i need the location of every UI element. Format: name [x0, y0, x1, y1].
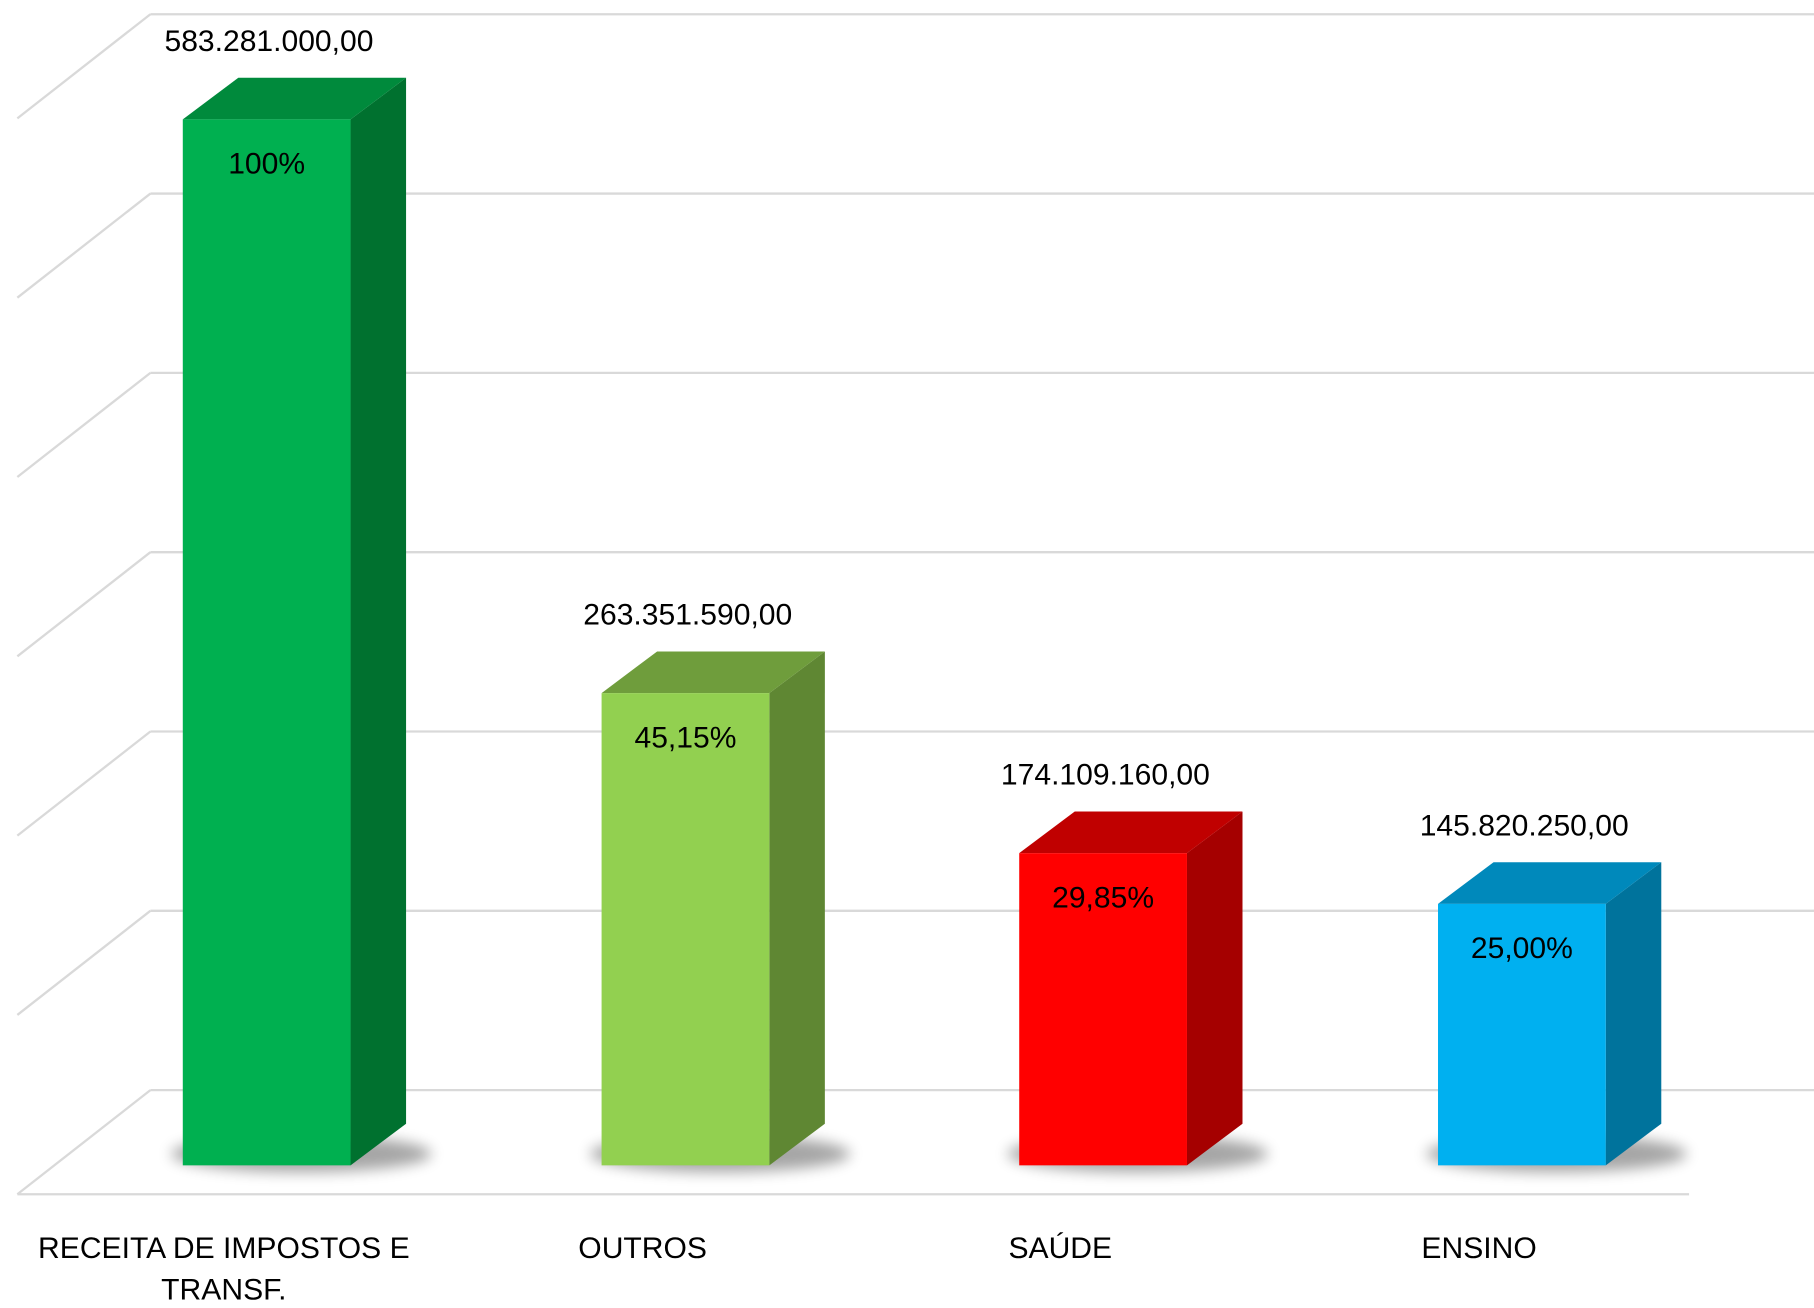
grid-line-side	[16, 371, 152, 478]
bar-side	[1605, 862, 1662, 1166]
value-label: 145.820.250,00	[1420, 809, 1629, 842]
x-tick-label: ENSINO	[1421, 1230, 1537, 1265]
grid-line-side	[16, 730, 152, 837]
value-label: 263.351.590,00	[583, 599, 792, 632]
x-tick-label: SAÚDE	[1008, 1230, 1113, 1265]
x-tick-label: OUTROS	[578, 1230, 707, 1265]
x-tick-label-box: OUTROS	[578, 1230, 707, 1265]
x-tick-label-box: SAÚDE	[1008, 1230, 1113, 1265]
x-tick-label: RECEITA DE IMPOSTOS E TRANSF.	[38, 1230, 410, 1307]
bar	[182, 119, 351, 1166]
share-label: 45,15%	[634, 721, 736, 754]
value-label: 583.281.000,00	[164, 25, 373, 58]
bar	[1438, 903, 1606, 1166]
grid-line-side	[16, 551, 152, 658]
bar-side	[1186, 811, 1243, 1166]
bar-top	[601, 651, 825, 694]
share-label: 29,85%	[1052, 881, 1154, 914]
bar-top	[182, 77, 407, 120]
grid-line-side	[16, 1089, 152, 1196]
bar-top	[1019, 811, 1243, 854]
share-label: 25,00%	[1471, 932, 1573, 965]
grid-line-side	[16, 13, 152, 120]
share-label: 100%	[228, 148, 305, 181]
x-tick-label-box: ENSINO	[1421, 1230, 1537, 1265]
bar-side	[769, 651, 825, 1166]
grid-line-side	[16, 909, 152, 1016]
bar	[1019, 853, 1187, 1166]
value-label: 174.109.160,00	[1001, 759, 1210, 792]
grid-line-side	[16, 192, 152, 299]
x-tick-label-box: RECEITA DE IMPOSTOS E TRANSF.	[38, 1230, 410, 1307]
bar-top	[1438, 862, 1662, 904]
bar-side	[350, 77, 407, 1166]
bar	[601, 693, 770, 1166]
